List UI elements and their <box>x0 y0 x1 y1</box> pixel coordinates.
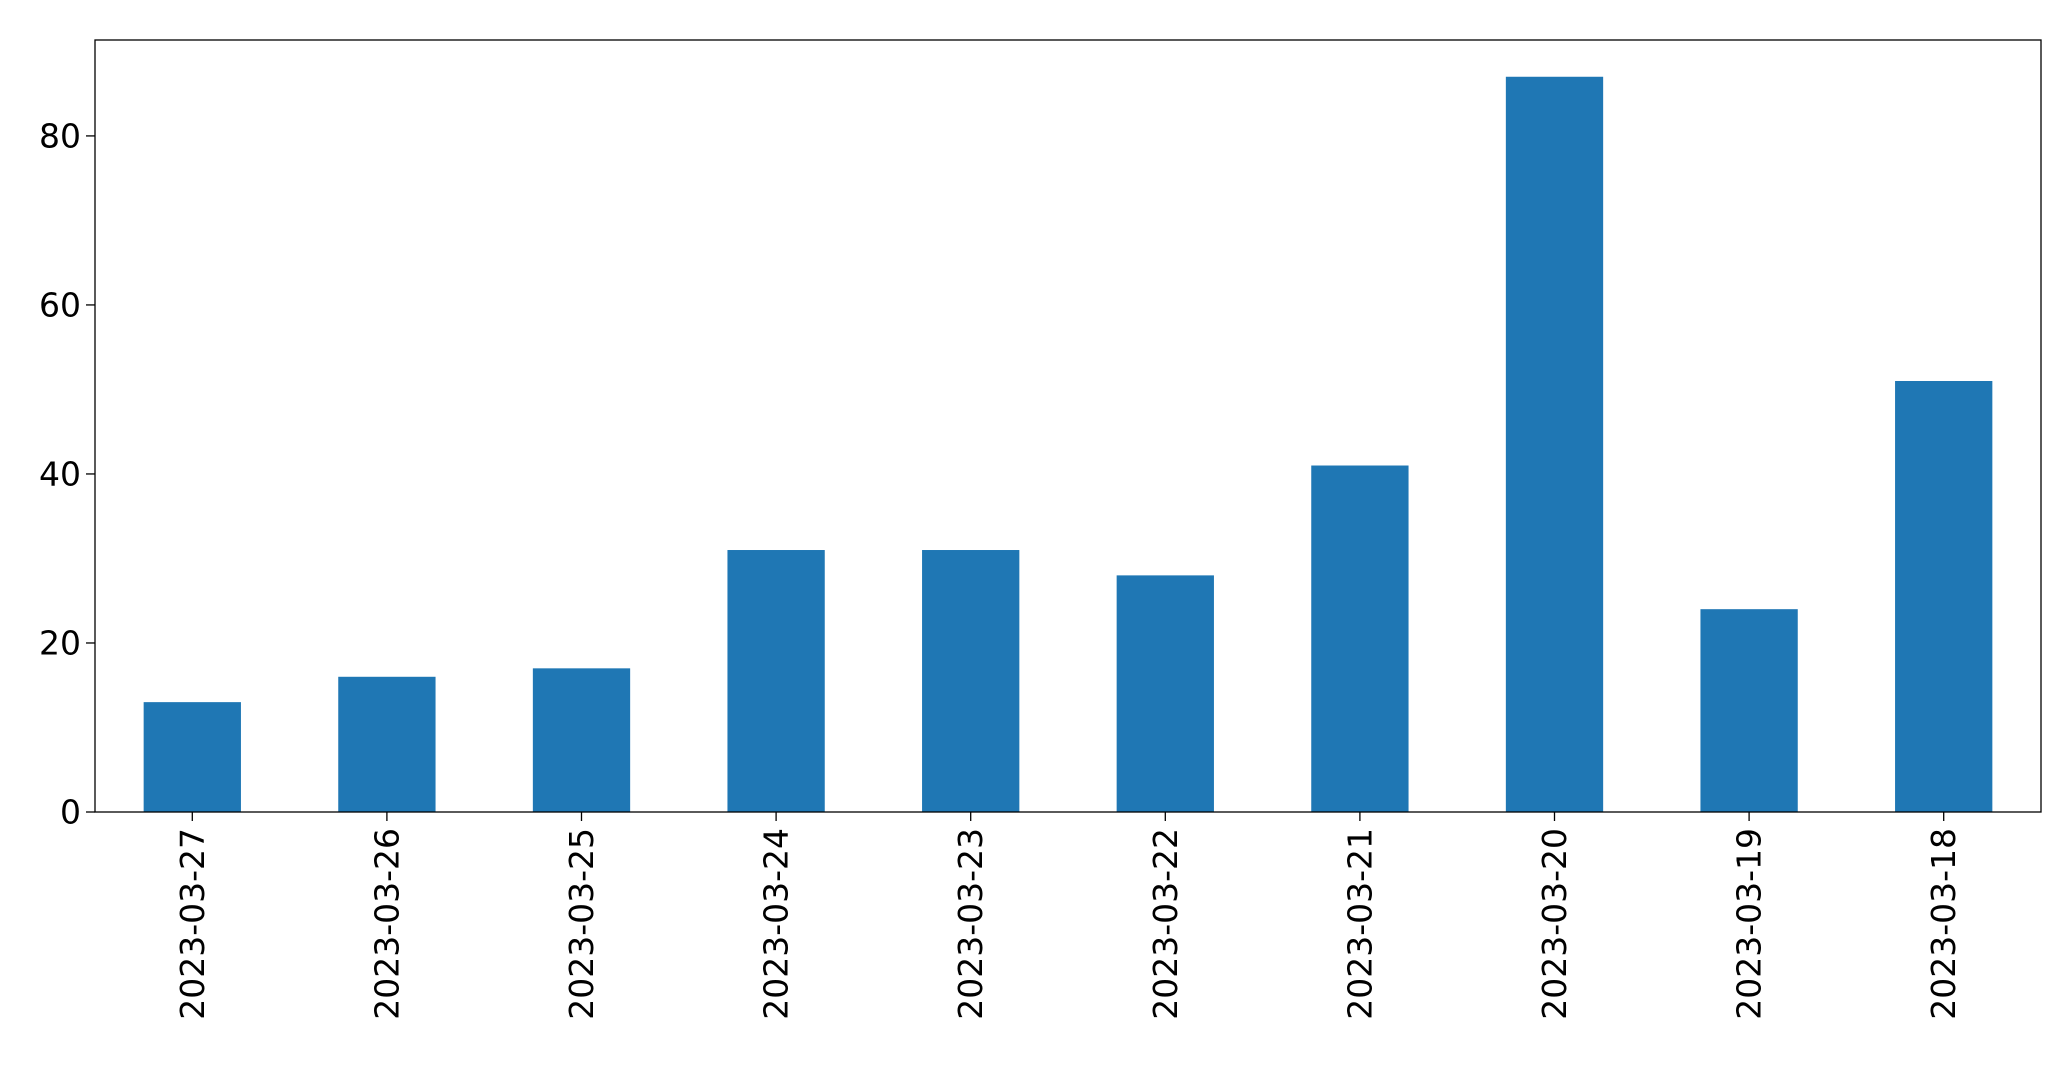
x-tick-label-2023-03-18: 2023-03-18 <box>1924 828 1963 1020</box>
x-tick-label-2023-03-19: 2023-03-19 <box>1730 828 1769 1020</box>
x-tick-label-2023-03-24: 2023-03-24 <box>757 828 796 1020</box>
bar-2023-03-23 <box>922 550 1020 812</box>
x-tick-label-2023-03-25: 2023-03-25 <box>562 828 601 1020</box>
bar-2023-03-25 <box>532 668 631 812</box>
plot-frame <box>94 39 2042 813</box>
y-tick-label-60: 60 <box>39 285 81 324</box>
x-tick-label-2023-03-20: 2023-03-20 <box>1535 828 1574 1020</box>
y-axis: 0 20 40 60 80 <box>39 116 95 832</box>
bar-2023-03-18 <box>1895 380 1993 812</box>
x-axis: 2023-03-27 2023-03-26 2023-03-25 2023-03-24… <box>173 812 1963 1020</box>
x-tick-label-2023-03-21: 2023-03-21 <box>1340 828 1379 1020</box>
y-tick-label-40: 40 <box>39 454 81 493</box>
bars-group <box>143 76 1993 812</box>
y-tick-label-0: 0 <box>60 793 81 832</box>
y-tick-label-20: 20 <box>39 623 81 662</box>
bar-2023-03-19 <box>1700 609 1798 812</box>
bar-2023-03-24 <box>727 550 825 812</box>
bar-2023-03-27 <box>143 702 241 812</box>
x-tick-label-2023-03-23: 2023-03-23 <box>951 828 990 1020</box>
y-tick-label-80: 80 <box>39 116 81 155</box>
x-tick-label-2023-03-22: 2023-03-22 <box>1146 828 1185 1020</box>
bar-2023-03-20 <box>1505 76 1604 812</box>
bar-2023-03-21 <box>1311 465 1409 812</box>
bar-2023-03-22 <box>1116 575 1214 812</box>
x-tick-label-2023-03-27: 2023-03-27 <box>173 828 212 1020</box>
bar-2023-03-26 <box>338 676 436 812</box>
x-tick-label-2023-03-26: 2023-03-26 <box>367 828 406 1020</box>
